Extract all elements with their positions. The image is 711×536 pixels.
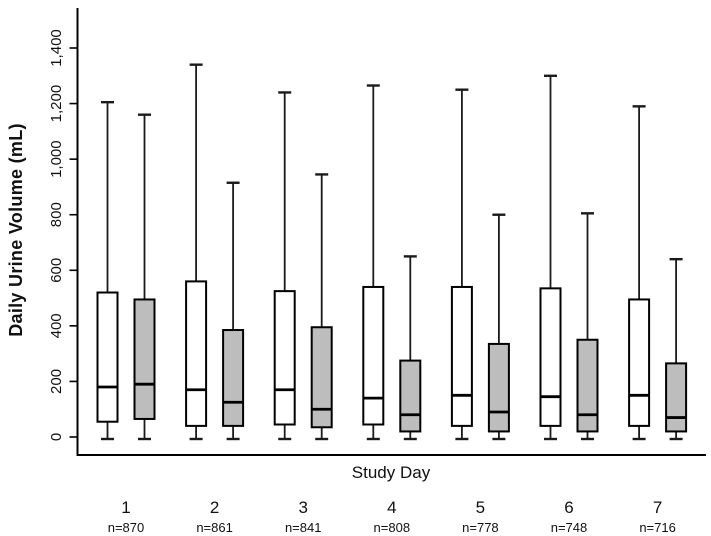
day-label: 6	[564, 498, 573, 517]
day-label: 5	[476, 498, 485, 517]
n-label: n=808	[374, 520, 411, 535]
boxplot-day7-open-box	[628, 105, 651, 441]
boxplot-day2-open-box	[185, 63, 208, 441]
day-label: 3	[298, 498, 307, 517]
iqr-box	[665, 362, 688, 433]
x-axis-title: Study Day	[352, 463, 431, 482]
y-tick-label: 1,400	[48, 29, 65, 67]
y-tick-label: 600	[48, 258, 65, 283]
day-label: 4	[387, 498, 396, 517]
n-label: n=778	[462, 520, 499, 535]
boxplot-day5-shaded-box	[487, 213, 510, 441]
iqr-box	[450, 285, 473, 427]
y-tick-label: 200	[48, 369, 65, 394]
iqr-box	[362, 285, 385, 426]
boxplot-day3-open-box	[273, 91, 296, 441]
iqr-box	[133, 298, 156, 420]
n-label: n=861	[196, 520, 233, 535]
iqr-box	[185, 280, 208, 427]
iqr-box	[310, 326, 333, 429]
boxplot-day4-open-box	[362, 84, 385, 441]
boxplot-day1-open-box	[96, 100, 119, 441]
iqr-box	[576, 338, 599, 433]
iqr-box	[628, 298, 651, 427]
y-tick-label: 1,200	[48, 85, 65, 123]
boxplot-day3-shaded-box	[310, 173, 333, 441]
y-tick-label: 0	[48, 433, 65, 441]
boxplot-day6-shaded-box	[576, 212, 599, 441]
y-axis-title: Daily Urine Volume (mL)	[6, 123, 26, 337]
y-tick-label: 1,000	[48, 140, 65, 178]
n-label: n=841	[285, 520, 322, 535]
boxplot-day5-open-box	[450, 88, 473, 441]
iqr-box	[399, 359, 422, 433]
day-label: 1	[121, 498, 130, 517]
iqr-box	[222, 329, 245, 427]
iqr-box	[487, 342, 510, 433]
iqr-box	[539, 287, 562, 427]
n-label: n=870	[108, 520, 145, 535]
iqr-box	[273, 290, 296, 426]
boxplot-day6-open-box	[539, 74, 562, 441]
boxplot-day4-shaded-box	[399, 255, 422, 441]
plot-layer: 0 200 400 600 800 1,000 1,200 1,400 1 n=870 2 n=861…	[48, 8, 706, 535]
boxplot-day1-shaded-box	[133, 113, 156, 441]
boxplot-day2-shaded-box	[222, 181, 245, 441]
boxplot-day7-shaded-box	[665, 257, 688, 441]
n-label: n=716	[639, 520, 676, 535]
day-label: 2	[210, 498, 219, 517]
n-label: n=748	[551, 520, 588, 535]
day-label: 7	[653, 498, 662, 517]
iqr-box	[96, 291, 119, 423]
y-tick-label: 400	[48, 313, 65, 338]
y-tick-label: 800	[48, 202, 65, 227]
